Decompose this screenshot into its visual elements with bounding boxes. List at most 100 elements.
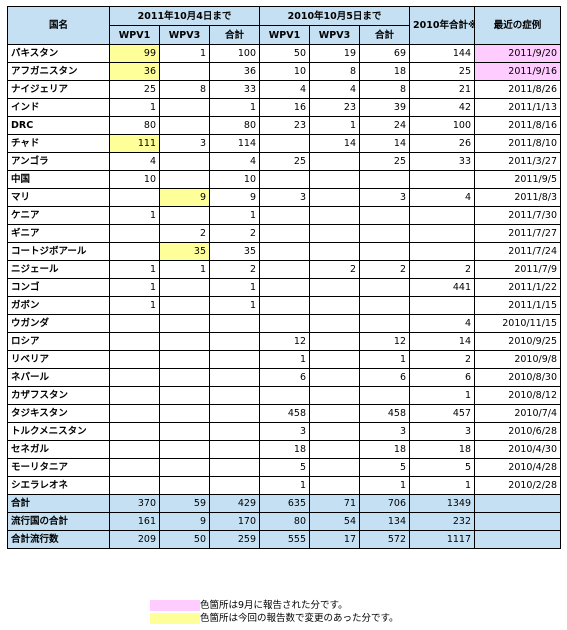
value-cell: 2010/4/28: [474, 458, 561, 477]
value-cell: 42: [409, 98, 475, 117]
value-cell: 71: [309, 494, 360, 513]
value-cell: 8: [359, 80, 410, 99]
value-cell: 161: [109, 512, 160, 531]
polio-cases-table: 国名 2011年10月4日まで 2010年10月5日まで 2010年合計※ 最近…: [7, 6, 561, 549]
value-cell: 635: [259, 494, 310, 513]
value-cell: 1: [209, 296, 260, 315]
value-cell: 59: [159, 494, 210, 513]
value-cell: 25: [109, 80, 160, 99]
value-cell: [159, 368, 210, 387]
header-period-2010: 2010年10月5日まで: [259, 6, 410, 26]
table-row: パキスタン 99 1 100 50 19 69 144 2011/9/20: [7, 44, 561, 63]
value-cell: 2011/1/13: [474, 98, 561, 117]
value-cell: [259, 296, 310, 315]
value-cell: 23: [309, 98, 360, 117]
value-cell: 25: [359, 152, 410, 171]
value-cell: 18: [359, 62, 410, 81]
country-name-cell: トルクメニスタン: [7, 422, 110, 441]
value-cell: 17: [309, 530, 360, 549]
value-cell: 2010/8/30: [474, 368, 561, 387]
total-row: 合計 370 59 429 635 71 706 1349: [7, 494, 561, 513]
value-cell: [109, 404, 160, 423]
value-cell: [109, 440, 160, 459]
country-name-cell: アフガニスタン: [7, 62, 110, 81]
legend-yellow-text: 色箇所は今回の報告数で変更のあった分です。: [200, 613, 399, 624]
value-cell: [159, 404, 210, 423]
value-cell: [309, 476, 360, 495]
value-cell: [309, 152, 360, 171]
value-cell: 1: [209, 98, 260, 117]
value-cell: 1: [259, 476, 310, 495]
value-cell: [474, 512, 561, 531]
value-cell: [159, 350, 210, 369]
value-cell: 232: [409, 512, 475, 531]
table-row: アフガニスタン 36 36 10 8 18 25 2011/9/16: [7, 62, 561, 81]
value-cell: [109, 332, 160, 351]
value-cell: [159, 278, 210, 297]
table-totals: 合計 370 59 429 635 71 706 1349 流行国の合計 161 9 170 80 54 1…: [7, 494, 561, 549]
value-cell: 1: [359, 476, 410, 495]
country-name-cell: タジキスタン: [7, 404, 110, 423]
value-cell: [159, 206, 210, 225]
value-cell: [309, 350, 360, 369]
country-name-cell: アンゴラ: [7, 152, 110, 171]
table-row: ロシア 12 12 14 2010/9/25: [7, 332, 561, 351]
value-cell: 458: [359, 404, 410, 423]
country-name-cell: ケニア: [7, 206, 110, 225]
value-cell: 2: [409, 260, 475, 279]
value-cell: 35: [209, 242, 260, 261]
value-cell: 209: [109, 530, 160, 549]
value-cell: 80: [209, 116, 260, 135]
value-cell: [359, 224, 410, 243]
country-name-cell: ニジェール: [7, 260, 110, 279]
value-cell: [259, 242, 310, 261]
country-name-cell: ウガンダ: [7, 314, 110, 333]
value-cell: [309, 404, 360, 423]
pink-swatch: [150, 600, 200, 611]
header-total-2011: 合計: [209, 25, 260, 45]
value-cell: [309, 242, 360, 261]
value-cell: 170: [209, 512, 260, 531]
value-cell: 24: [359, 116, 410, 135]
value-cell: 36: [209, 62, 260, 81]
table-row: チャド 111 3 114 14 14 26 2011/8/10: [7, 134, 561, 153]
value-cell: 9: [209, 188, 260, 207]
value-cell: 35: [159, 242, 210, 261]
value-cell: 100: [409, 116, 475, 135]
country-name-cell: チャド: [7, 134, 110, 153]
value-cell: 458: [259, 404, 310, 423]
value-cell: [309, 422, 360, 441]
country-name-cell: カザフスタン: [7, 386, 110, 405]
value-cell: [109, 188, 160, 207]
value-cell: 50: [159, 530, 210, 549]
value-cell: 5: [409, 458, 475, 477]
country-name-cell: 合計流行数: [7, 530, 110, 549]
value-cell: 1: [159, 260, 210, 279]
value-cell: 10: [259, 62, 310, 81]
value-cell: 21: [409, 80, 475, 99]
value-cell: [159, 440, 210, 459]
value-cell: 6: [359, 368, 410, 387]
table-row: タジキスタン 458 458 457 2010/7/4: [7, 404, 561, 423]
value-cell: 69: [359, 44, 410, 63]
value-cell: 259: [209, 530, 260, 549]
value-cell: 2010/7/4: [474, 404, 561, 423]
value-cell: 5: [359, 458, 410, 477]
country-name-cell: ギニア: [7, 224, 110, 243]
value-cell: [109, 314, 160, 333]
table-row: カザフスタン 1 2010/8/12: [7, 386, 561, 405]
value-cell: [309, 314, 360, 333]
value-cell: 36: [109, 62, 160, 81]
value-cell: [359, 386, 410, 405]
value-cell: 1: [109, 296, 160, 315]
value-cell: 14: [309, 134, 360, 153]
value-cell: 2011/9/5: [474, 170, 561, 189]
value-cell: 114: [209, 134, 260, 153]
header-latest-case: 最近の症例: [474, 6, 561, 45]
value-cell: [109, 224, 160, 243]
value-cell: [259, 260, 310, 279]
table-row: ギニア 2 2 2011/7/27: [7, 224, 561, 243]
value-cell: 2011/1/22: [474, 278, 561, 297]
value-cell: [109, 422, 160, 441]
value-cell: [409, 242, 475, 261]
